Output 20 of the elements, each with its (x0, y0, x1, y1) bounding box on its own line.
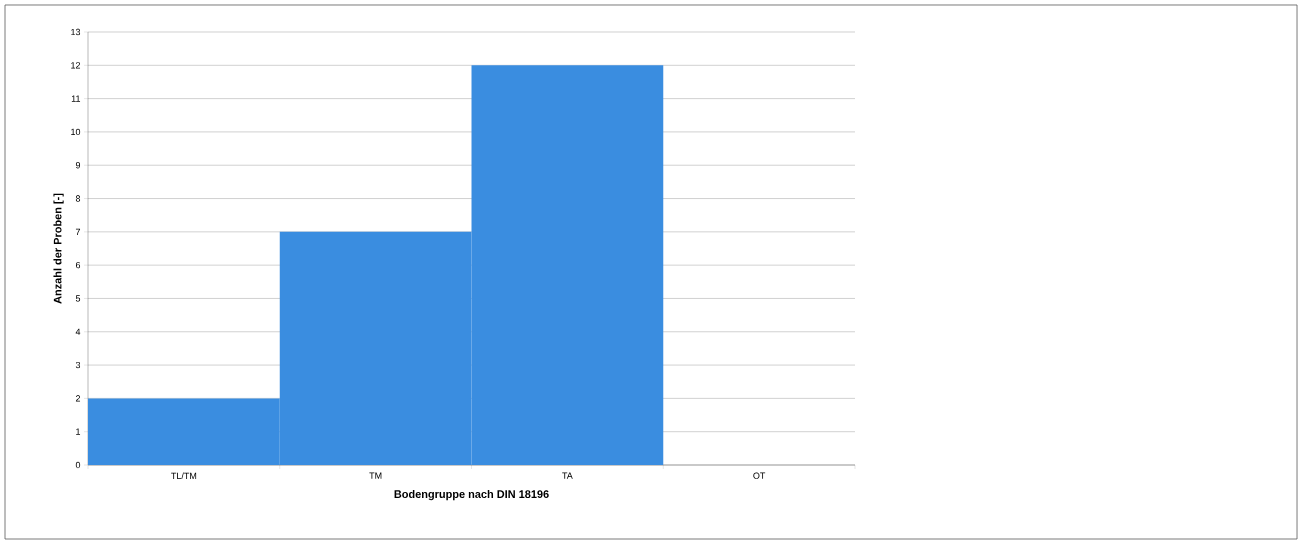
y-tick-label: 1 (76, 428, 81, 435)
y-tick-label: 12 (71, 62, 81, 69)
y-tick-label: 11 (71, 95, 81, 102)
y-tick-label: 5 (75, 295, 81, 302)
y-tick-label: 9 (75, 162, 81, 169)
x-tick-label: OT (753, 472, 766, 479)
x-tick-label: TL/TM (171, 472, 197, 480)
y-tick-label: 7 (75, 228, 81, 235)
y-axis-title: Anzahl der Proben [-] (53, 193, 64, 304)
y-tick-label: 0 (75, 461, 81, 469)
x-tick-label: TM (369, 472, 382, 479)
x-axis-title: Bodengruppe nach DIN 18196 (394, 489, 549, 501)
y-tick-label: 10 (71, 128, 81, 136)
y-tick-label: 6 (75, 261, 81, 269)
y-tick-label: 4 (75, 328, 81, 335)
y-tick-label: 2 (75, 395, 81, 402)
y-tick-label: 3 (75, 361, 81, 369)
y-tick-label: 8 (75, 195, 81, 202)
x-tick-label: TA (562, 472, 573, 479)
y-tick-label: 13 (71, 28, 81, 36)
